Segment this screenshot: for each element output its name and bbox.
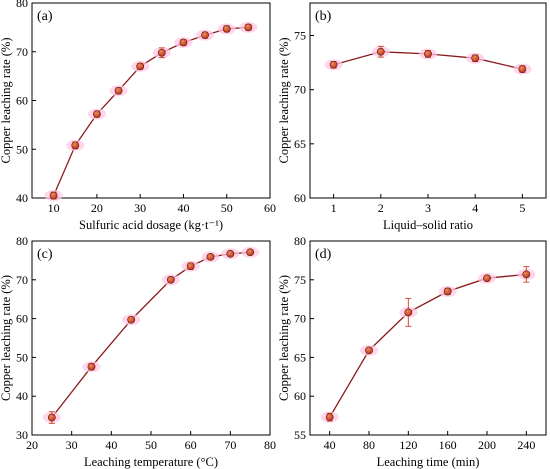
- x-tick-label: 60: [264, 201, 276, 215]
- plot-frame: [31, 240, 271, 436]
- data-point: [522, 270, 531, 279]
- x-tick-label: 4: [472, 201, 478, 215]
- y-tick-label: 50: [16, 350, 28, 364]
- plot-frame: [31, 2, 271, 199]
- data-point: [201, 31, 209, 40]
- data-point: [186, 262, 195, 271]
- panel-label: (a): [37, 9, 53, 24]
- y-tick-label: 55: [294, 428, 306, 442]
- data-point: [179, 38, 188, 47]
- x-axis-label: Sulfuric acid dosage (kg·t⁻¹): [79, 218, 223, 232]
- x-tick-label: 10: [48, 201, 60, 215]
- data-point: [222, 24, 231, 33]
- data-point: [226, 249, 235, 258]
- x-tick-label: 50: [145, 438, 157, 452]
- data-point: [325, 413, 334, 422]
- x-tick-label: 40: [324, 438, 336, 452]
- x-tick-label: 30: [66, 438, 78, 452]
- y-tick-label: 70: [16, 273, 28, 287]
- data-point: [365, 346, 373, 355]
- data-point: [443, 287, 452, 296]
- panel-4: 40 80 120 160 200 240 55 60 65 70 75 80 (d) Leaching …: [277, 234, 547, 469]
- data-point: [49, 191, 58, 200]
- y-tick-label: 65: [294, 137, 306, 151]
- data-point: [376, 47, 385, 56]
- data-point: [244, 23, 253, 32]
- y-tick-label: 60: [16, 94, 28, 108]
- plot-frame: [309, 240, 547, 436]
- x-tick-label: 160: [439, 438, 457, 452]
- x-tick-label: 20: [91, 201, 103, 215]
- x-tick-label: 200: [478, 438, 496, 452]
- y-tick-label: 80: [294, 234, 306, 248]
- panel-2: 1 2 3 4 5 60 65 70 75 (b) Liquid–solid ratio Copper…: [277, 2, 547, 232]
- series-line: [51, 251, 251, 418]
- data-point: [246, 248, 255, 257]
- data-point: [329, 60, 338, 69]
- series-line: [53, 26, 249, 196]
- x-tick-label: 60: [185, 438, 197, 452]
- y-tick-label: 75: [294, 273, 306, 287]
- y-tick-label: 30: [16, 428, 28, 442]
- panel-label: (b): [315, 9, 332, 24]
- x-tick-label: 80: [363, 438, 375, 452]
- data-point: [166, 275, 175, 284]
- y-tick-label: 80: [16, 0, 28, 10]
- data-point: [71, 141, 80, 150]
- x-axis-label: Liquid–solid ratio: [383, 218, 473, 232]
- x-tick-label: 240: [517, 438, 535, 452]
- y-tick-label: 70: [16, 45, 28, 59]
- y-tick-label: 60: [16, 312, 28, 326]
- y-axis-label: Copper leaching rate (%): [277, 275, 291, 401]
- data-point: [127, 315, 136, 324]
- series-line: [329, 273, 527, 418]
- y-tick-label: 80: [16, 234, 28, 248]
- x-tick-label: 70: [224, 438, 236, 452]
- data-point: [47, 413, 56, 422]
- y-tick-label: 75: [294, 29, 306, 43]
- panel-label: (c): [37, 247, 53, 262]
- data-point: [206, 253, 215, 261]
- data-point: [518, 65, 527, 73]
- y-tick-label: 70: [294, 312, 306, 326]
- x-tick-label: 2: [378, 201, 384, 215]
- plot-frame: [309, 2, 547, 199]
- data-point: [424, 50, 432, 58]
- panel-label: (d): [315, 247, 332, 262]
- data-point: [114, 86, 123, 95]
- data-point: [483, 274, 491, 283]
- x-tick-label: 40: [177, 201, 189, 215]
- y-tick-label: 40: [16, 191, 28, 205]
- y-axis-label: Copper leaching rate (%): [0, 38, 13, 164]
- x-tick-label: 5: [519, 201, 525, 215]
- x-axis-label: Leaching temperature (°C): [84, 455, 218, 469]
- x-tick-label: 120: [399, 438, 417, 452]
- data-point: [136, 62, 145, 71]
- data-point: [471, 54, 480, 63]
- y-axis-label: Copper leaching rate (%): [277, 38, 291, 164]
- x-tick-label: 1: [331, 201, 337, 215]
- y-tick-label: 50: [16, 142, 28, 156]
- x-tick-label: 50: [221, 201, 233, 215]
- x-tick-label: 20: [26, 438, 38, 452]
- x-axis-label: Leaching time (min): [377, 455, 480, 469]
- x-tick-label: 30: [134, 201, 146, 215]
- y-tick-label: 60: [294, 389, 306, 403]
- x-tick-label: 40: [105, 438, 117, 452]
- data-point: [157, 48, 166, 57]
- y-tick-label: 65: [294, 350, 306, 364]
- panel-1: 10 20 30 40 50 60 40 50 60 70 80 (a) Sulfuric acid d…: [0, 0, 276, 232]
- y-tick-label: 70: [294, 83, 306, 97]
- data-point: [93, 110, 101, 119]
- y-tick-label: 60: [294, 191, 306, 205]
- x-tick-label: 80: [264, 438, 276, 452]
- x-tick-label: 3: [425, 201, 431, 215]
- data-point: [404, 308, 413, 317]
- y-tick-label: 40: [16, 389, 28, 403]
- y-axis-label: Copper leaching rate (%): [0, 275, 13, 401]
- data-point: [87, 362, 96, 371]
